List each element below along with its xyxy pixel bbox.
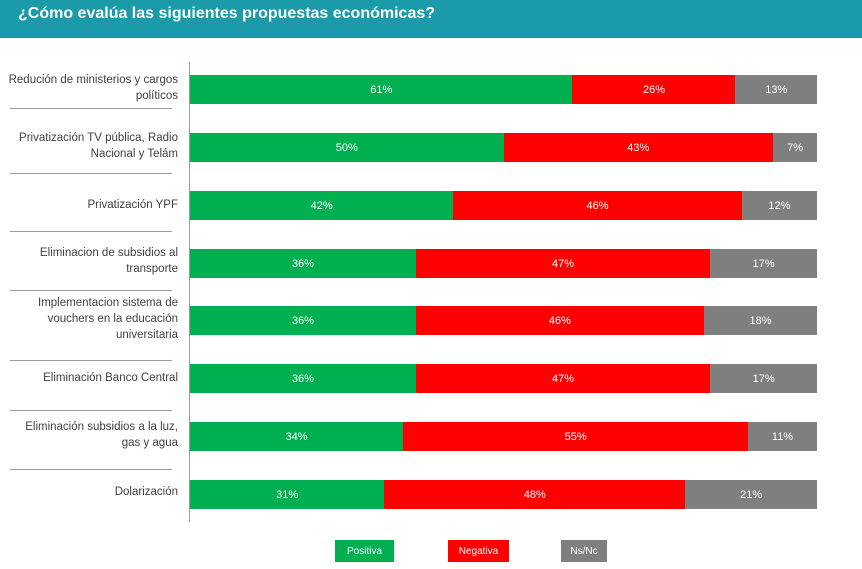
data-label: 36%	[291, 257, 314, 270]
category-label: Eliminación subsidios a la luz, gas y ag…	[25, 421, 178, 449]
chart-title: ¿Cómo evalúa las siguientes propuestas e…	[18, 5, 436, 22]
category-label: Redución de ministerios y cargos polític…	[8, 74, 178, 102]
bar-segment-negativa: 48%	[384, 480, 686, 509]
legend-nsnc: Ns/Nc	[561, 540, 607, 562]
category-separator	[10, 410, 172, 411]
legend-negativa: Negativa	[448, 540, 509, 562]
category-separator	[10, 360, 172, 361]
category-label: Privatización YPF	[87, 199, 178, 211]
data-label: 42%	[310, 199, 333, 212]
bar-segment-positiva: 42%	[190, 191, 454, 220]
bar-segment-nsnc: 17%	[710, 364, 817, 393]
bar-row: 61% 26% 13%	[190, 75, 817, 104]
category-separator	[10, 173, 172, 174]
bar-segment-negativa: 43%	[503, 133, 774, 162]
data-label: 17%	[752, 257, 775, 270]
category-label: Dolarización	[114, 486, 178, 498]
bar-segment-positiva: 36%	[190, 364, 416, 393]
bar-row: 31% 48% 21%	[190, 480, 817, 509]
bar-segment-positiva: 50%	[190, 133, 504, 162]
bar-row: 50% 43% 7%	[190, 133, 817, 162]
bar-segment-negativa: 46%	[453, 191, 742, 220]
bar-row: 42% 46% 12%	[190, 191, 817, 220]
data-label: 36%	[291, 314, 314, 327]
data-label: 12%	[768, 199, 791, 212]
data-label: 17%	[752, 372, 775, 385]
bar-segment-negativa: 47%	[415, 364, 711, 393]
category-separator	[10, 469, 172, 470]
data-label: 26%	[642, 83, 665, 96]
category-separator	[10, 108, 172, 109]
bar-segment-negativa: 46%	[415, 306, 705, 335]
data-label: 48%	[523, 488, 546, 501]
bar-segment-negativa: 47%	[415, 249, 711, 278]
bar-segment-nsnc: 18%	[704, 306, 817, 335]
category-separator	[10, 290, 172, 291]
category-label: Eliminacion de subsidios al transporte	[39, 247, 178, 275]
bar-segment-nsnc: 12%	[741, 191, 817, 220]
category-separator	[10, 231, 172, 232]
data-label: 36%	[291, 372, 314, 385]
data-label: 34%	[285, 430, 308, 443]
bar-segment-nsnc: 13%	[735, 75, 817, 104]
bar-segment-positiva: 36%	[190, 306, 416, 335]
header-banner: ¿Cómo evalúa las siguientes propuestas e…	[0, 0, 862, 38]
data-label: 61%	[370, 83, 393, 96]
category-label: Eliminación Banco Central	[43, 372, 178, 384]
bar-segment-positiva: 36%	[190, 249, 416, 278]
bar-segment-positiva: 31%	[190, 480, 385, 509]
bar-segment-nsnc: 11%	[748, 422, 817, 451]
bar-segment-negativa: 26%	[572, 75, 736, 104]
data-label: 55%	[564, 430, 587, 443]
bar-row: 36% 46% 18%	[190, 306, 817, 335]
bar-segment-positiva: 61%	[190, 75, 573, 104]
data-label: 31%	[276, 488, 299, 501]
data-label: 21%	[740, 488, 763, 501]
category-label: Implementacion sistema de vouchers en la…	[38, 297, 178, 341]
data-label: 18%	[749, 314, 772, 327]
category-label: Privatización TV pública, Radio Nacional…	[19, 132, 178, 160]
data-label: 13%	[765, 83, 788, 96]
bar-segment-nsnc: 17%	[710, 249, 817, 278]
data-label: 47%	[552, 257, 575, 270]
data-label: 46%	[586, 199, 609, 212]
data-label: 50%	[335, 141, 358, 154]
bar-segment-nsnc: 21%	[685, 480, 817, 509]
data-label: 7%	[787, 141, 803, 154]
bar-segment-negativa: 55%	[403, 422, 749, 451]
data-label: 46%	[548, 314, 571, 327]
data-label: 43%	[627, 141, 650, 154]
bar-segment-positiva: 34%	[190, 422, 404, 451]
data-label: 11%	[771, 430, 794, 443]
bar-row: 34% 55% 11%	[190, 422, 817, 451]
bar-segment-nsnc: 7%	[773, 133, 817, 162]
category-axis-line	[189, 62, 190, 522]
bar-row: 36% 47% 17%	[190, 364, 817, 393]
data-label: 47%	[552, 372, 575, 385]
bar-row: 36% 47% 17%	[190, 249, 817, 278]
legend-positiva: Positiva	[335, 540, 394, 562]
